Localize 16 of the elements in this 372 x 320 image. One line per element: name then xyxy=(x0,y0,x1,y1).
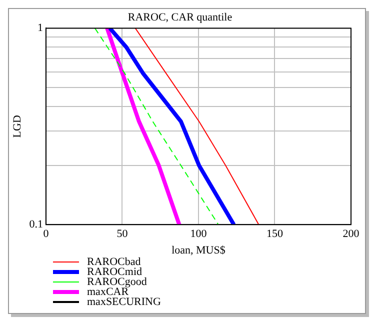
legend-label: maxCAR xyxy=(87,286,129,298)
y-tick-label: 1 xyxy=(37,22,43,34)
legend-label: RAROCbad xyxy=(87,256,141,268)
x-tick-label: 200 xyxy=(342,228,360,240)
legend-label: RAROCgood xyxy=(87,276,147,288)
chart-title: RAROC, CAR quantile xyxy=(128,11,232,24)
y-tick-label: 0.1 xyxy=(29,218,43,230)
x-tick-label: 0 xyxy=(43,228,50,240)
x-tick-label: 100 xyxy=(190,228,208,240)
y-axis-title: LGD xyxy=(11,115,24,138)
legend-label: maxSECURING xyxy=(87,296,161,308)
line-series xyxy=(94,28,219,225)
x-axis-title: loan, MUS$ xyxy=(172,244,226,256)
legend-label: RAROCmid xyxy=(87,266,142,278)
x-tick-label: 150 xyxy=(266,228,284,240)
x-tick-label: 50 xyxy=(116,228,128,240)
